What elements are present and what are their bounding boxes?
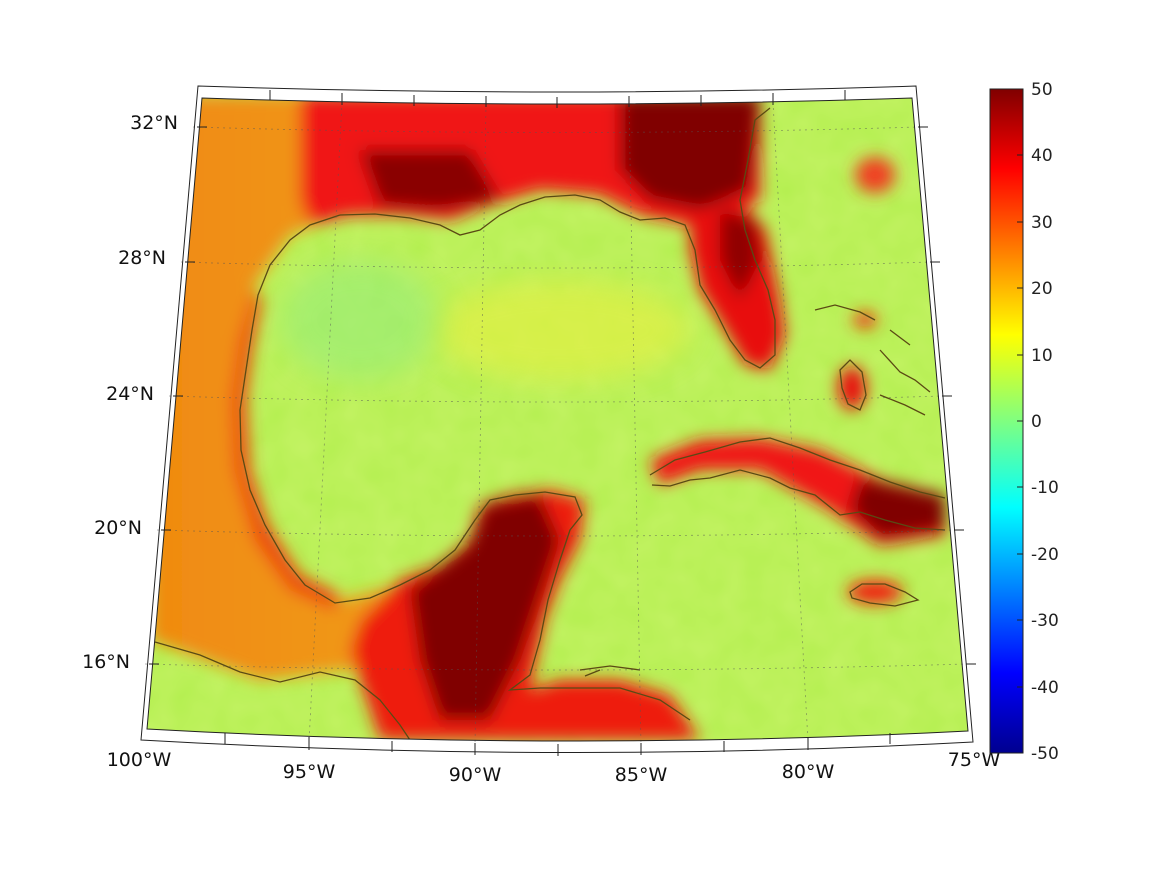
colorbar: 50 40 30 20 10 0 -10 -20 -30 -40 -50 <box>989 80 1059 764</box>
lon-axis-labels: 100°W 95°W 90°W 85°W 80°W 75°W <box>107 749 1001 786</box>
colorbar-label-neg10: -10 <box>1031 478 1059 498</box>
colorbar-ticks <box>1017 154 1023 688</box>
lat-label-16n: 16°N <box>82 651 130 673</box>
lon-label-80w: 80°W <box>782 761 835 783</box>
andros-island-land <box>838 366 866 410</box>
jamaica-coastline <box>849 583 920 607</box>
meridian-85w <box>628 103 642 747</box>
colorbar-label-neg20: -20 <box>1031 545 1059 565</box>
gulf-coastline <box>239 214 691 721</box>
graticule <box>144 101 967 747</box>
colorbar-label-neg30: -30 <box>1031 611 1059 631</box>
mexico-land <box>150 98 490 700</box>
lon-label-85w: 85°W <box>615 764 668 786</box>
gulf-west-cool-patch <box>280 260 440 380</box>
andros-coastline <box>839 359 867 411</box>
lat-axis-labels: 32°N 28°N 24°N 20°N 16°N <box>82 112 178 673</box>
lat-label-20n: 20°N <box>94 517 142 539</box>
lon-label-100w: 100°W <box>107 749 172 771</box>
frame-inner <box>146 97 969 742</box>
cuba-east-hotspot <box>850 478 945 538</box>
map-frame <box>140 85 976 756</box>
parallel-20n <box>156 529 955 537</box>
parallel-32n <box>192 126 919 133</box>
colorbar-tick-labels: 50 40 30 20 10 0 -10 -20 -30 -40 -50 <box>1031 80 1059 764</box>
colorbar-label-30: 30 <box>1031 213 1053 233</box>
meridian-90w <box>474 103 487 747</box>
meridian-80w <box>772 101 809 743</box>
honduras-coastline <box>579 665 641 677</box>
mexico-coast-red <box>232 290 340 610</box>
colorbar-label-10: 10 <box>1031 346 1053 366</box>
bahamas-north-patch <box>855 157 895 193</box>
gulf-central-warm-patch <box>430 280 690 380</box>
colorbar-label-40: 40 <box>1031 146 1053 166</box>
meridian-95w <box>308 101 343 743</box>
lat-label-28n: 28°N <box>118 247 166 269</box>
lon-label-90w: 90°W <box>449 764 502 786</box>
colorbar-label-0: 0 <box>1031 412 1042 432</box>
louisiana-hotspot <box>360 150 500 210</box>
us-coastline <box>339 107 776 369</box>
colorbar-label-50: 50 <box>1031 80 1053 100</box>
lon-label-75w: 75°W <box>948 749 1001 771</box>
pacific-coastline <box>154 641 411 741</box>
cuba-coastline <box>649 437 946 531</box>
colorbar-label-neg50: -50 <box>1031 744 1059 764</box>
parallel-28n <box>180 261 931 269</box>
land-heat <box>150 98 945 740</box>
map-field <box>147 98 968 742</box>
frame-outer <box>140 85 974 754</box>
bahamas-coastline <box>814 304 931 416</box>
florida-panhandle-hotspot <box>620 98 760 210</box>
florida-inner-hotspot <box>720 210 760 300</box>
yucatan-hotspot <box>410 495 560 720</box>
colorbar-label-20: 20 <box>1031 279 1053 299</box>
lat-label-32n: 32°N <box>130 112 178 134</box>
lon-label-95w: 95°W <box>283 761 336 783</box>
colorbar-label-neg40: -40 <box>1031 678 1059 698</box>
coastlines <box>154 107 946 741</box>
frame-ticks <box>149 90 976 756</box>
bahamas-grand-patch <box>853 312 877 328</box>
lat-label-24n: 24°N <box>106 383 154 405</box>
